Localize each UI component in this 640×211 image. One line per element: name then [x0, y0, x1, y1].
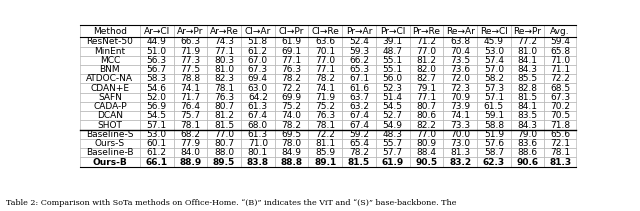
Text: Table 2: Comparison with SoTa methods on Office-Home. “(B)” indicates the ViT an: Table 2: Comparison with SoTa methods on…	[6, 199, 457, 207]
